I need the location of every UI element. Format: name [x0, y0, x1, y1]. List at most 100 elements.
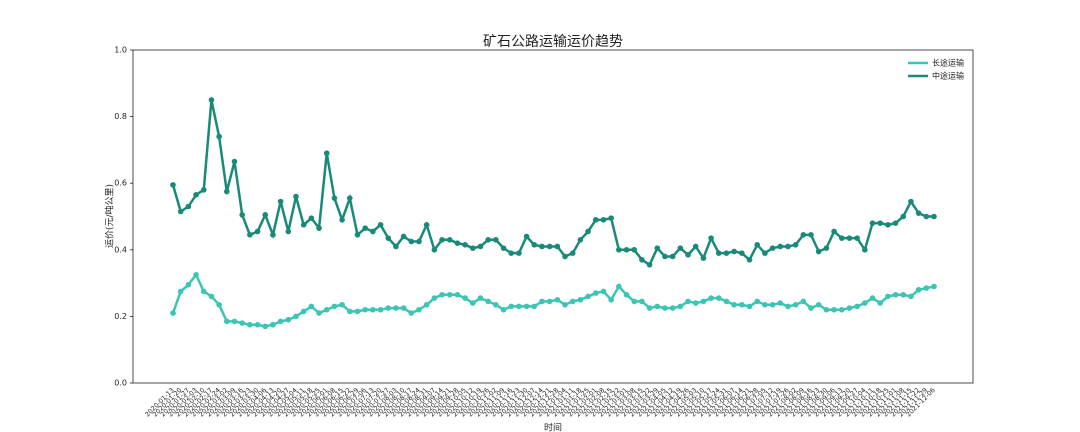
point — [808, 232, 814, 238]
point — [746, 303, 753, 310]
point — [508, 250, 515, 256]
point — [239, 320, 245, 326]
line — [171, 272, 935, 328]
point — [592, 290, 599, 296]
point — [493, 237, 499, 243]
point — [608, 215, 614, 221]
point — [739, 250, 745, 256]
point — [554, 243, 561, 250]
point — [869, 220, 876, 226]
point — [885, 222, 891, 228]
point — [393, 305, 399, 311]
point — [715, 295, 722, 301]
point — [639, 298, 645, 305]
point — [531, 242, 538, 248]
point — [439, 291, 445, 298]
point — [516, 303, 522, 310]
y-axis-label: 运价(元/吨公里) — [104, 184, 116, 248]
point — [569, 298, 576, 305]
point — [600, 217, 607, 223]
point — [854, 235, 860, 241]
point — [592, 217, 599, 223]
point — [469, 245, 476, 251]
point — [423, 301, 430, 308]
point — [900, 291, 907, 298]
point — [723, 298, 730, 305]
point — [777, 243, 784, 250]
point — [293, 193, 299, 200]
point — [224, 318, 230, 325]
point — [224, 188, 230, 195]
point — [731, 301, 737, 308]
point — [815, 301, 822, 308]
point — [431, 247, 438, 253]
point — [400, 305, 407, 311]
point — [247, 321, 253, 328]
plot-frame — [132, 49, 974, 384]
point — [616, 283, 622, 290]
point — [708, 295, 714, 301]
point — [692, 243, 699, 250]
point — [193, 192, 199, 198]
point — [300, 308, 307, 315]
point — [523, 233, 530, 240]
point — [608, 296, 614, 303]
point — [416, 306, 422, 313]
point — [193, 271, 199, 278]
point — [331, 303, 338, 310]
point — [792, 301, 799, 308]
point — [669, 305, 676, 311]
point — [831, 306, 837, 313]
point — [669, 253, 676, 260]
point — [931, 213, 937, 220]
point — [200, 288, 207, 295]
point — [677, 303, 684, 310]
point — [877, 300, 883, 306]
point — [785, 303, 791, 310]
point — [539, 243, 545, 250]
point — [846, 305, 853, 311]
point — [654, 303, 661, 310]
point — [823, 306, 830, 313]
point — [554, 296, 561, 303]
point — [177, 288, 184, 295]
point — [277, 318, 284, 325]
point — [792, 242, 799, 248]
legend-label: 中途运输 — [932, 71, 964, 81]
point — [677, 245, 684, 251]
point — [769, 245, 776, 251]
point — [170, 310, 176, 316]
point — [323, 306, 330, 313]
point — [454, 240, 461, 246]
point — [915, 286, 922, 293]
legend-label: 长途运输 — [932, 58, 964, 68]
point — [623, 291, 630, 298]
point — [600, 288, 607, 295]
point — [331, 195, 338, 201]
point — [262, 323, 269, 330]
point — [862, 247, 868, 253]
point — [623, 247, 630, 253]
point — [585, 293, 591, 300]
y-tick-label: 0.8 — [114, 112, 127, 121]
point — [831, 228, 837, 235]
point — [754, 242, 761, 248]
point — [815, 248, 822, 255]
point — [408, 238, 415, 245]
point — [216, 301, 222, 308]
point — [377, 222, 384, 228]
point — [915, 210, 922, 216]
point — [631, 247, 638, 253]
point — [231, 318, 238, 325]
y-tick-label: 1.0 — [114, 46, 127, 55]
point — [446, 237, 453, 243]
point — [646, 261, 653, 268]
point — [500, 306, 507, 313]
point — [862, 300, 868, 306]
point — [723, 250, 730, 256]
point — [346, 308, 353, 315]
point — [808, 305, 814, 311]
point — [170, 182, 176, 188]
point — [508, 303, 515, 310]
point — [892, 291, 899, 298]
